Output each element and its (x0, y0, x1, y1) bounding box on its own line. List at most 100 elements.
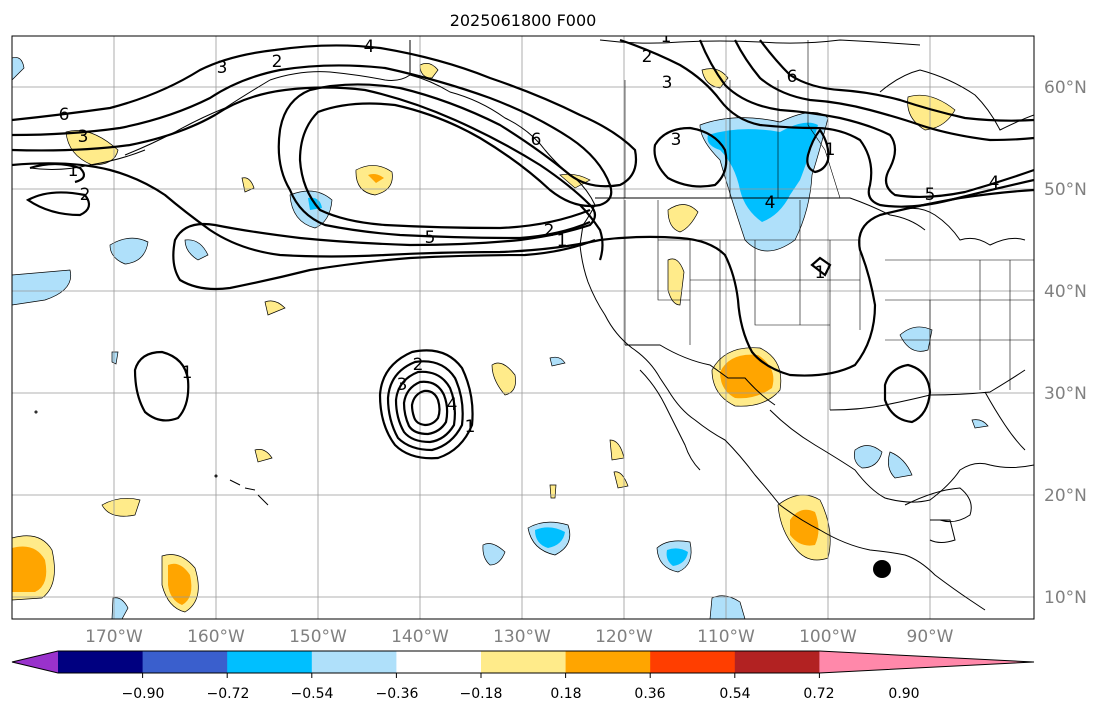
contour-label: 5 (425, 228, 436, 248)
lon-label: 110°W (697, 627, 755, 647)
shade-region (667, 204, 699, 233)
shade-region (482, 543, 506, 566)
colorbar-segment (734, 651, 820, 673)
shade-region (254, 449, 273, 463)
contour-label: 1 (465, 417, 476, 437)
contour-label: 6 (531, 130, 542, 150)
colorbar-tick-label: 0.72 (803, 686, 834, 702)
contour-label: 2 (413, 355, 424, 375)
graticule (12, 36, 1034, 619)
lon-label: 150°W (289, 627, 347, 647)
contour-line (12, 44, 638, 240)
shade-region (666, 548, 688, 566)
contour-line (579, 204, 604, 261)
shade-region (535, 527, 565, 548)
contour-label: 4 (447, 395, 458, 415)
lat-label: 50°N (1044, 180, 1087, 200)
contour-label: 4 (765, 193, 776, 213)
contour-label: 1 (661, 27, 672, 47)
contour-label: 5 (925, 185, 936, 205)
colorbar-segment (58, 651, 144, 673)
yucatan (904, 487, 972, 523)
colorbar-segment (227, 651, 313, 673)
lon-label: 140°W (391, 627, 449, 647)
colorbar-segment (396, 651, 482, 673)
contour-line (29, 162, 86, 184)
lon-label: 100°W (799, 627, 857, 647)
map-frame (11, 35, 1035, 620)
colorbar-tick-label: 0.90 (888, 686, 919, 702)
shade-region (720, 354, 774, 399)
colorbar-tick-label: −0.72 (207, 686, 250, 702)
coastlines (124, 39, 1034, 611)
contour-label: 2 (642, 47, 653, 67)
contour-line (698, 39, 1034, 198)
colorbar-segment (481, 651, 567, 673)
state-borders (624, 40, 1034, 410)
contour-line (25, 191, 91, 217)
us-canada-border (595, 197, 926, 231)
contour-label: 2 (272, 52, 283, 72)
colorbar-tick-label: −0.90 (122, 686, 165, 702)
great-lakes (899, 207, 1026, 246)
contour-line (402, 380, 449, 436)
shade-region (111, 597, 129, 619)
lat-label: 30°N (1044, 384, 1087, 404)
shade-region (168, 563, 192, 605)
shade-region (419, 63, 439, 79)
shade-region (559, 173, 591, 189)
arctic-islands (599, 39, 921, 46)
shade-region (888, 451, 913, 479)
contour-line (12, 64, 613, 230)
contour-line (806, 128, 830, 174)
lat-label: 10°N (1044, 588, 1087, 608)
map-title: 2025061800 F000 (450, 11, 597, 30)
shade-region (609, 439, 625, 461)
us-mexico-border (625, 344, 776, 406)
shade-region (790, 509, 819, 546)
shade-region (853, 445, 883, 469)
contour-label: 4 (364, 37, 375, 57)
colorbar-tick-label: −0.54 (291, 686, 334, 702)
shade-region (264, 300, 286, 316)
contour-label: 3 (217, 58, 228, 78)
alaska-coast (269, 71, 411, 81)
shade-region (707, 122, 818, 222)
contour-label: 1 (182, 363, 193, 383)
location-marker (873, 560, 891, 578)
lon-label: 120°W (595, 627, 653, 647)
contour-label: 1 (825, 140, 836, 160)
lat-label: 40°N (1044, 282, 1087, 302)
contour-line (386, 360, 464, 452)
shade-region (241, 177, 255, 193)
shade-region (184, 239, 209, 261)
contour-line (653, 126, 728, 188)
contour-line (759, 39, 1034, 122)
contour-label: 1 (68, 161, 79, 181)
contour-label: 4 (989, 173, 1000, 193)
colorbar-segment (650, 651, 736, 673)
shade-region (899, 326, 933, 352)
colorbar-segment (142, 651, 228, 673)
shade-region (111, 351, 119, 365)
contours (12, 38, 1034, 460)
colorbar-tick-label: −0.18 (460, 686, 503, 702)
contour-label: 2 (544, 221, 555, 241)
colorbar-segment (565, 651, 651, 673)
shade-region (368, 174, 384, 183)
contour-labels: 1 2 3 4 5 6 1 2 3 4 5 6 3 6 4 5 1 1 2 3 … (59, 27, 1000, 437)
colorbar-segment (311, 651, 397, 673)
contour-line (394, 370, 456, 444)
lat-label: 20°N (1044, 486, 1087, 506)
lat-label: 60°N (1044, 78, 1087, 98)
colorbar-tick-label: 0.54 (719, 686, 750, 702)
colorbar-outline (11, 650, 1035, 674)
contour-label: 1 (815, 263, 826, 283)
shade-region (549, 356, 566, 367)
colorbar-tick-label: 0.18 (550, 686, 581, 702)
shade-region (12, 57, 25, 81)
island-chains (29, 149, 956, 543)
contour-line (619, 38, 1034, 208)
contour-line (378, 349, 474, 460)
